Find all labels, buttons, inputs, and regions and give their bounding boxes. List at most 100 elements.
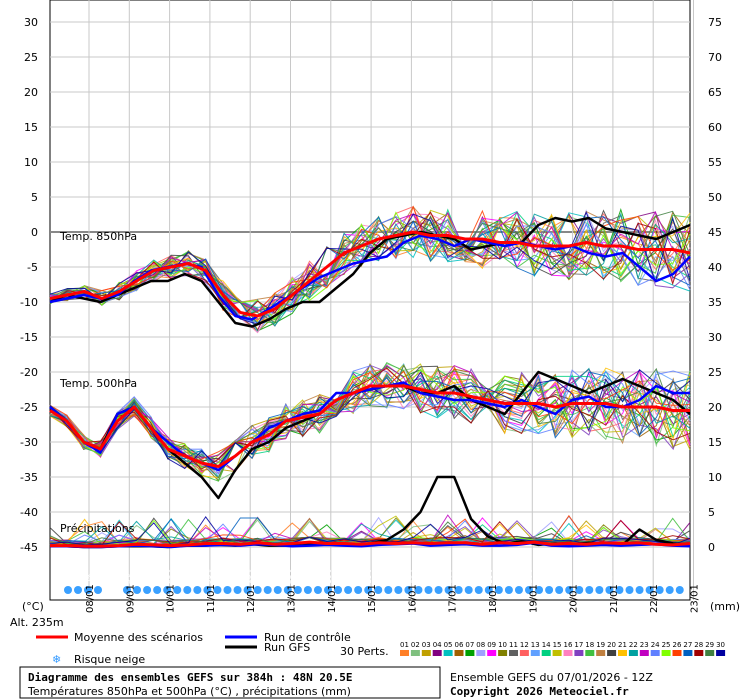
snow-risk-label: 35% xyxy=(284,569,293,584)
perturbation-legend-label: 25 xyxy=(662,641,671,649)
snowflake-icon xyxy=(424,586,433,594)
legend-label-snow: Risque neige xyxy=(74,653,145,666)
perturbation-legend-label: 21 xyxy=(618,641,627,649)
right-tick-label: 50 xyxy=(708,191,722,204)
perturbation-500-line xyxy=(49,371,691,472)
x-tick-label: 17/01 xyxy=(448,584,459,613)
perturbation-legend-label: 03 xyxy=(422,641,431,649)
ensemble-info: Ensemble GEFS du 07/01/2026 - 12Z xyxy=(450,671,653,684)
snowflake-icon xyxy=(94,586,102,594)
x-tick-label: 20/01 xyxy=(569,584,580,613)
perturbation-legend-label: 15 xyxy=(553,641,562,649)
snow-risk-label: 10% xyxy=(505,569,514,584)
snow-risk-label: 6% xyxy=(374,574,383,584)
perturbation-legend-swatch xyxy=(628,650,638,656)
snowflake-icon xyxy=(504,586,513,594)
left-tick-label: -10 xyxy=(20,296,38,309)
snowflake-icon xyxy=(153,586,162,594)
snowflake-icon xyxy=(253,586,262,594)
perturbation-legend-label: 08 xyxy=(476,641,485,649)
snowflake-icon xyxy=(344,586,353,594)
left-tick-label: 25 xyxy=(24,51,38,64)
perturbation-legend-label: 29 xyxy=(705,641,714,649)
snow-risk-label: 16% xyxy=(636,569,645,584)
x-tick-label: 10/01 xyxy=(166,584,177,613)
legend-label-gfs: Run GFS xyxy=(264,641,310,654)
snowflake-icon xyxy=(665,586,674,594)
snowflake-icon xyxy=(263,586,272,594)
left-tick-label: -40 xyxy=(20,506,38,519)
perturbation-850-line xyxy=(49,212,691,327)
snowflake-icon xyxy=(474,586,483,594)
snowflake-icon xyxy=(64,586,72,594)
right-tick-label: 65 xyxy=(708,86,722,99)
perturbation-legend-swatch xyxy=(683,650,693,656)
right-tick-label: 45 xyxy=(708,226,722,239)
snowflake-icon xyxy=(243,586,252,594)
snowflake-icon xyxy=(525,586,533,594)
chart-subtitle: Températures 850hPa et 500hPa (°C) , pré… xyxy=(27,685,351,698)
right-tick-label: 10 xyxy=(708,471,722,484)
x-tick-label: 11/01 xyxy=(206,584,217,613)
snowflake-icon xyxy=(615,586,624,594)
panel-label-precip: Précipitations xyxy=(60,522,135,535)
perturbation-legend-swatch xyxy=(432,650,442,656)
snow-risk-label: 13% xyxy=(354,569,363,584)
snow-risk-label: 10% xyxy=(525,569,534,584)
perturbation-legend-label: 27 xyxy=(683,641,692,649)
left-tick-label: -45 xyxy=(20,541,38,554)
x-tick-label: 09/01 xyxy=(125,584,136,613)
snow-risk-label: 3% xyxy=(123,574,132,584)
snow-risk-label: 16% xyxy=(666,569,675,584)
snow-risk-label: 6% xyxy=(465,574,474,584)
snowflake-icon xyxy=(565,586,574,594)
snow-risk-label: 13% xyxy=(585,569,594,584)
left-axis-unit: (°C) xyxy=(22,600,44,613)
snow-risk-label: 10% xyxy=(545,569,554,584)
right-tick-label: 25 xyxy=(708,366,722,379)
right-tick-label: 20 xyxy=(708,401,722,414)
right-tick-label: 30 xyxy=(708,331,722,344)
right-tick-label: 40 xyxy=(708,261,722,274)
perturbation-legend: 01 02 03 04 05 06 07 08 09 10 11 12 13 14 15 16 17 18 19 20… xyxy=(400,641,726,656)
snowflake-icon xyxy=(404,586,413,594)
snow-risk-label: 3% xyxy=(64,574,73,584)
series-gfs-t850-line xyxy=(49,216,691,328)
snowflake-icon xyxy=(555,586,564,594)
snowflake-icon xyxy=(193,586,202,594)
right-tick-label: 55 xyxy=(708,156,722,169)
panel-label-850: Temp. 850hPa xyxy=(59,230,137,243)
snow-risk-label: 13% xyxy=(153,569,162,584)
snow-risk-label: 13% xyxy=(485,569,494,584)
snow-risk-label: 25% xyxy=(163,569,172,584)
snow-risk-label: 10% xyxy=(646,569,655,584)
right-tick-label: 0 xyxy=(708,541,715,554)
snow-risk-label: 23% xyxy=(294,569,303,584)
perturbation-legend-swatch xyxy=(410,650,420,656)
snowflake-icon xyxy=(313,586,322,594)
perturbation-legend-label: 20 xyxy=(607,641,616,649)
left-tick-label: -25 xyxy=(20,401,38,414)
snowflake-icon xyxy=(605,586,614,594)
snow-risk-label: 13% xyxy=(344,569,353,584)
legend: Moyenne des scénarios Run de contrôle Ru… xyxy=(36,631,726,666)
snow-risk-label: 10% xyxy=(445,569,454,584)
left-tick-label: -35 xyxy=(20,471,38,484)
snowflake-icon xyxy=(173,586,182,594)
snowflake-icon xyxy=(283,586,292,594)
snowflake-icon xyxy=(394,586,403,594)
perturbation-legend-label: 26 xyxy=(673,641,682,649)
snow-risk-label: 6% xyxy=(74,574,83,584)
left-tick-label: -5 xyxy=(27,261,38,274)
snowflake-icon xyxy=(334,586,343,594)
snowflake-icon xyxy=(585,586,594,594)
perturbation-legend-label: 05 xyxy=(444,641,453,649)
snowflake-icon xyxy=(625,586,634,594)
perturbation-legend-swatch xyxy=(498,650,508,656)
left-tick-label: -15 xyxy=(20,331,38,344)
perturbation-legend-swatch xyxy=(596,650,606,656)
snow-risk-label: 13% xyxy=(404,569,413,584)
snowflake-icon xyxy=(414,586,423,594)
snowflake-icon xyxy=(183,586,192,594)
